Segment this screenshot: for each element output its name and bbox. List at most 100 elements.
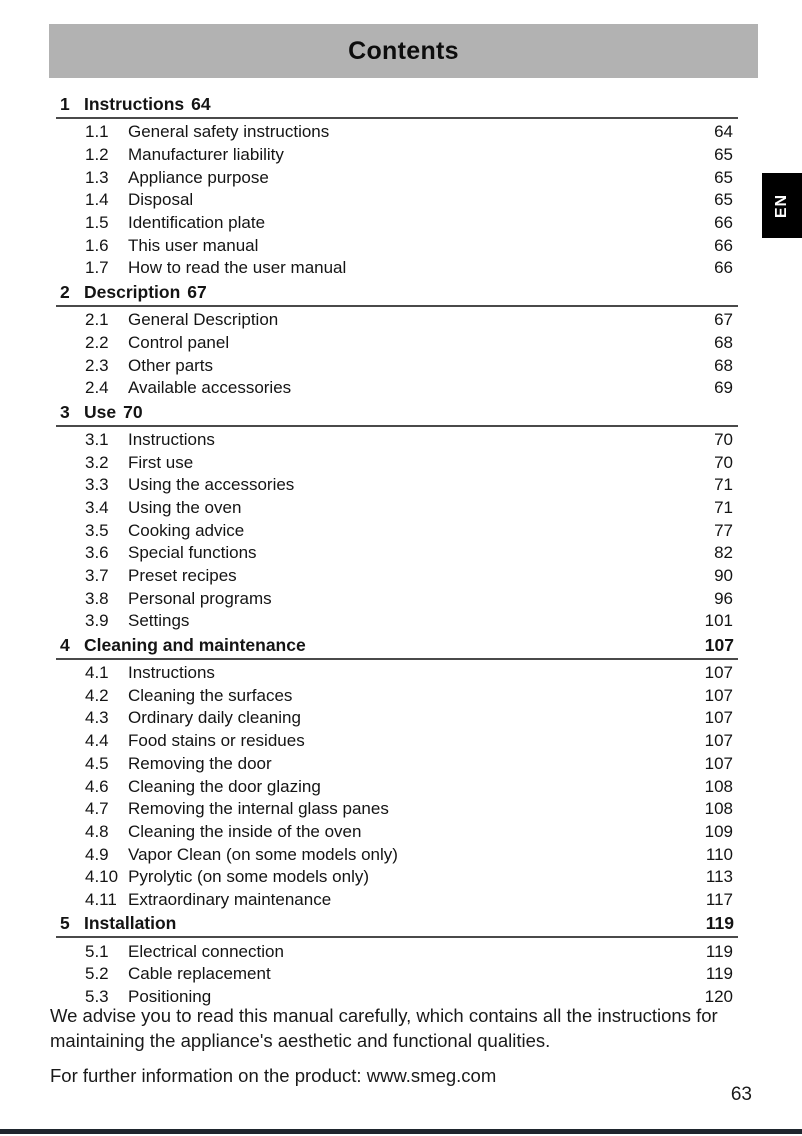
- toc-entry-label: Removing the internal glass panes: [128, 799, 389, 819]
- toc-section: 3 Use 70 3.1 Instructions 70 3.2 First u…: [50, 400, 738, 633]
- toc-entry-number: 4.11: [85, 889, 117, 909]
- toc-entry-number: 4.6: [85, 776, 109, 796]
- toc-entry-number: 4.1: [85, 663, 109, 683]
- toc-entry-label: Manufacturer liability: [128, 145, 284, 165]
- toc-entry-number: 4.5: [85, 753, 109, 773]
- toc-entry-label: General Description: [128, 310, 279, 330]
- toc-section-number: 3: [60, 401, 70, 422]
- toc-entry-number: 4.2: [85, 685, 109, 705]
- toc-section-page: 70: [123, 401, 143, 422]
- toc-entry-label: Settings: [128, 611, 190, 631]
- toc-entry-label: Positioning: [128, 987, 212, 1007]
- toc-section-title: Use: [84, 401, 117, 422]
- page-title: Contents: [348, 36, 459, 65]
- toc-entry-number: 4.7: [85, 799, 109, 819]
- toc-entry-page: 108: [704, 776, 733, 796]
- toc-entry-label: Instructions: [128, 429, 215, 449]
- toc-entry-page: 66: [714, 235, 733, 255]
- toc-entry-page: 67: [714, 310, 733, 330]
- toc-section-items: 4.1 Instructions 107 4.2 Cleaning the su…: [50, 662, 738, 912]
- toc-entry-page: 68: [714, 332, 733, 352]
- toc-entry: 1.2 Manufacturer liability 65: [50, 144, 738, 167]
- toc-entry-label: Cable replacement: [128, 964, 271, 984]
- toc-entry-label: Disposal: [128, 190, 194, 210]
- toc-entry: 5.2 Cable replacement 119: [50, 963, 738, 986]
- toc-entry-number: 2.3: [85, 355, 109, 375]
- toc-entry: 1.5 Identification plate 66: [50, 212, 738, 235]
- toc-section: 1 Instructions 64 1.1 General safety ins…: [50, 92, 738, 280]
- toc-entry-page: 119: [705, 964, 733, 984]
- toc-entry-page: 113: [705, 867, 733, 887]
- toc-entry-number: 3.4: [85, 497, 109, 517]
- toc-entry-page: 68: [714, 355, 733, 375]
- toc-entry: 4.7 Removing the internal glass panes 10…: [50, 798, 738, 821]
- toc-entry-label: This user manual: [128, 235, 259, 255]
- toc-section-number: 2: [60, 281, 70, 302]
- toc-entry-label: Preset recipes: [128, 566, 237, 586]
- toc-entry-page: 107: [704, 663, 733, 683]
- toc-entry-page: 66: [714, 258, 733, 278]
- toc-entry: 4.11 Extraordinary maintenance 117: [50, 889, 738, 912]
- toc-entry-number: 1.3: [85, 167, 109, 187]
- toc-entry-number: 3.5: [85, 520, 109, 540]
- toc-entry-label: Vapor Clean (on some models only): [128, 844, 398, 864]
- toc-entry-page: 77: [714, 520, 733, 540]
- toc-section-number: 5: [60, 913, 70, 934]
- toc-entry-page: 107: [704, 731, 733, 751]
- toc-entry-number: 3.2: [85, 452, 109, 472]
- bottom-rule-bar: [0, 1129, 802, 1134]
- toc-entry: 5.3 Positioning 120: [50, 986, 738, 1009]
- toc-entry: 3.8 Personal programs 96: [50, 587, 738, 610]
- toc-entry-number: 1.7: [85, 258, 109, 278]
- toc-entry-number: 3.6: [85, 543, 109, 563]
- toc-entry: 4.8 Cleaning the inside of the oven 109: [50, 821, 738, 844]
- toc-entry-label: Special functions: [128, 543, 257, 563]
- footer-note: We advise you to read this manual carefu…: [50, 1004, 742, 1089]
- toc-entry-label: Ordinary daily cleaning: [128, 708, 301, 728]
- toc-section-title: Installation: [84, 913, 177, 934]
- toc-entry-page: 107: [704, 708, 733, 728]
- toc-section-items: 3.1 Instructions 70 3.2 First use 70 3.3…: [50, 429, 738, 633]
- toc-section-heading: 4 Cleaning and maintenance 107: [56, 633, 738, 660]
- toc-entry: 2.3 Other parts 68: [50, 354, 738, 377]
- toc-entry-page: 71: [714, 475, 733, 495]
- contents-header-bar: Contents: [49, 24, 758, 78]
- toc-entry-number: 3.8: [85, 588, 109, 608]
- toc-section-heading: 3 Use 70: [56, 400, 738, 427]
- toc-entry-page: 71: [714, 497, 733, 517]
- toc-entry: 1.3 Appliance purpose 65: [50, 166, 738, 189]
- toc-entry: 1.6 This user manual 66: [50, 234, 738, 257]
- toc-entry: 3.2 First use 70: [50, 451, 738, 474]
- toc-entry-page: 65: [714, 190, 733, 210]
- table-of-contents: 1 Instructions 64 1.1 General safety ins…: [50, 92, 738, 1008]
- toc-entry-page: 101: [704, 611, 733, 631]
- toc-entry-number: 2.2: [85, 332, 109, 352]
- toc-entry-label: Control panel: [128, 332, 230, 352]
- toc-section-heading: 1 Instructions 64: [56, 92, 738, 119]
- toc-entry-label: Cleaning the inside of the oven: [128, 821, 362, 841]
- toc-entry-label: Electrical connection: [128, 941, 284, 961]
- toc-entry: 4.6 Cleaning the door glazing 108: [50, 775, 738, 798]
- toc-entry: 3.7 Preset recipes 90: [50, 565, 738, 588]
- toc-entry-label: Extraordinary maintenance: [128, 889, 332, 909]
- toc-entry-label: Food stains or residues: [128, 731, 305, 751]
- toc-entry-number: 3.1: [85, 429, 109, 449]
- toc-entry-label: Instructions: [128, 663, 215, 683]
- toc-entry-page: 66: [714, 213, 733, 233]
- toc-entry-label: Cooking advice: [128, 520, 245, 540]
- toc-entry: 4.3 Ordinary daily cleaning 107: [50, 707, 738, 730]
- toc-entry-number: 2.4: [85, 378, 109, 398]
- toc-entry: 1.4 Disposal 65: [50, 189, 738, 212]
- toc-section-page: 67: [187, 281, 207, 302]
- toc-entry-page: 107: [704, 753, 733, 773]
- toc-entry-page: 70: [714, 452, 733, 472]
- toc-entry-page: 117: [705, 889, 733, 909]
- toc-entry-number: 1.1: [85, 122, 109, 142]
- toc-entry-number: 1.5: [85, 213, 109, 233]
- toc-section-title: Cleaning and maintenance: [84, 634, 306, 655]
- toc-section-items: 1.1 General safety instructions 64 1.2 M…: [50, 121, 738, 280]
- toc-entry-number: 2.1: [85, 310, 109, 330]
- toc-section-heading: 5 Installation 119: [56, 911, 738, 939]
- toc-entry: 3.4 Using the oven 71: [50, 497, 738, 520]
